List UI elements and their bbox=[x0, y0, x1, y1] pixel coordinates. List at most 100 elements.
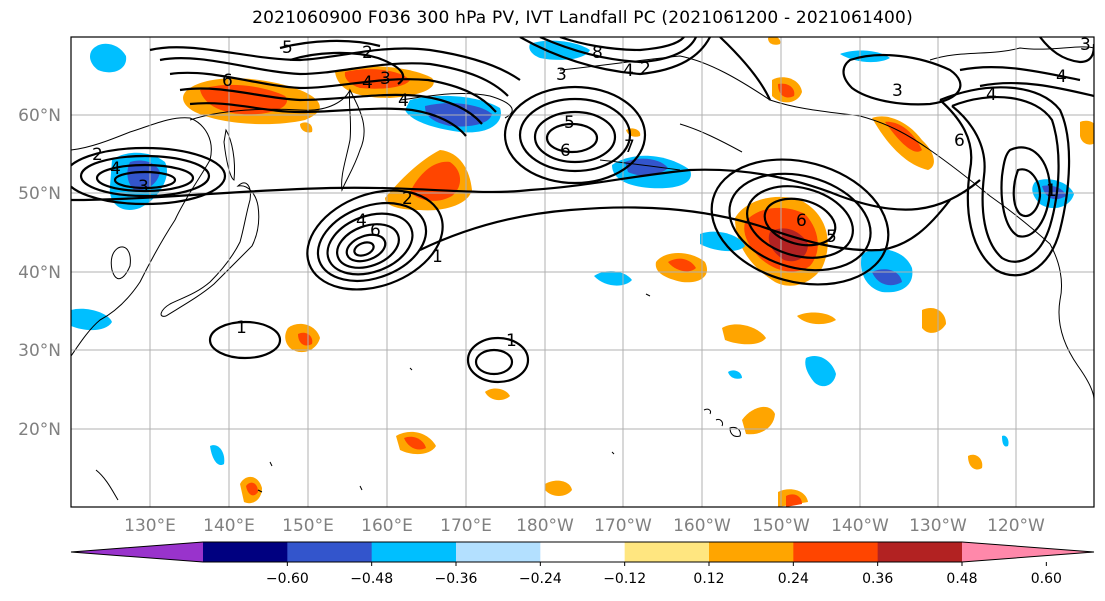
pv-contour bbox=[539, 37, 697, 64]
pv-contour bbox=[149, 46, 521, 81]
contour-label: 4 bbox=[356, 211, 367, 231]
pv-contour bbox=[763, 197, 837, 247]
colorbar-ticks: −0.60 −0.48 −0.36 −0.24 −0.12 0.12 0.24 0.36 0.4… bbox=[266, 562, 1062, 587]
colorbar-segment bbox=[371, 542, 457, 562]
pacific-islands bbox=[95, 293, 651, 501]
pv-contour bbox=[95, 163, 195, 193]
positive-anomaly-core bbox=[200, 84, 287, 115]
contour-label: 7 bbox=[624, 137, 635, 157]
contour-label: 4 bbox=[398, 91, 409, 111]
colorbar-outline bbox=[70, 541, 1095, 563]
alaska-coastline bbox=[559, 55, 1094, 401]
positive-anomaly-core bbox=[786, 494, 802, 507]
pv-contour bbox=[79, 154, 211, 198]
colorbar-segment bbox=[793, 542, 879, 562]
colorbar-tick-label: 0.24 bbox=[778, 571, 809, 587]
pv-contour bbox=[519, 37, 711, 76]
lon-label: 140°W bbox=[831, 516, 889, 536]
contour-label: 4 bbox=[623, 61, 634, 81]
lat-label: 50°N bbox=[18, 184, 61, 204]
aleutian-coastline bbox=[599, 123, 743, 171]
pv-contour bbox=[545, 122, 599, 154]
contour-label: 6 bbox=[370, 221, 381, 241]
positive-anomaly bbox=[722, 324, 766, 345]
pv-contours bbox=[71, 37, 1094, 384]
negative-anomaly-core bbox=[127, 160, 160, 191]
negative-anomaly bbox=[90, 43, 127, 73]
pv-contour bbox=[842, 53, 962, 106]
negative-anomaly bbox=[728, 370, 742, 379]
colorbar-segment bbox=[877, 542, 963, 562]
positive-anomaly bbox=[545, 480, 572, 496]
contour-label: 2 bbox=[640, 59, 651, 79]
contour-label: 2 bbox=[92, 145, 103, 165]
lat-label: 30°N bbox=[18, 341, 61, 361]
pv-contour bbox=[159, 57, 509, 97]
colorbar-segment bbox=[456, 542, 541, 562]
lon-label: 130°W bbox=[909, 516, 967, 536]
lon-label: 120°W bbox=[987, 516, 1045, 536]
contour-label: 4 bbox=[110, 159, 121, 179]
pv-contour bbox=[533, 110, 617, 164]
contour-label: 2 bbox=[402, 189, 413, 209]
pv-contour bbox=[959, 65, 1094, 98]
negative-anomaly bbox=[1002, 435, 1009, 447]
pv-contour bbox=[316, 202, 428, 282]
contour-label: 6 bbox=[222, 71, 233, 91]
contour-label: 4 bbox=[362, 73, 373, 93]
positive-anomaly-core bbox=[885, 121, 922, 152]
colorbar-extend-max bbox=[962, 542, 1094, 562]
negative-anomaly bbox=[210, 445, 225, 466]
contour-label: 5 bbox=[282, 38, 293, 58]
colorbar-extend-min bbox=[71, 542, 203, 562]
contour-label: 4 bbox=[986, 85, 997, 105]
contour-label: 3 bbox=[892, 81, 903, 101]
positive-anomaly bbox=[922, 307, 946, 333]
pv-contour-labels: 5 2 6 4 3 8 4 3 5 6 7 2 4 3 2 4 6 1 1 1 … bbox=[92, 35, 1091, 351]
pv-contour bbox=[306, 189, 444, 291]
positive-anomaly bbox=[485, 388, 510, 401]
colorbar-tick-label: −0.36 bbox=[435, 571, 478, 587]
pv-contour bbox=[1000, 146, 1052, 238]
pv-contour bbox=[719, 37, 772, 101]
contour-label: 1 bbox=[1046, 181, 1057, 201]
colorbar-tick-label: 0.60 bbox=[1031, 571, 1062, 587]
contour-label: 3 bbox=[1080, 35, 1091, 55]
contour-label: 5 bbox=[564, 113, 575, 133]
positive-anomaly bbox=[768, 37, 781, 45]
sakhalin-coastline bbox=[223, 128, 235, 181]
pv-contour bbox=[289, 51, 405, 85]
pv-contour bbox=[279, 39, 381, 50]
pv-contour bbox=[728, 172, 872, 272]
negative-anomaly-core bbox=[1042, 185, 1066, 200]
positive-anomaly-core bbox=[246, 482, 258, 496]
positive-anomaly-core bbox=[668, 258, 696, 272]
positive-anomaly bbox=[797, 312, 836, 325]
lon-label: 140°E bbox=[203, 516, 255, 536]
colorbar-segment bbox=[709, 542, 794, 562]
negative-anomaly-core bbox=[872, 269, 902, 286]
okhotsk-coastline bbox=[189, 89, 351, 121]
colorbar-tick-label: −0.60 bbox=[266, 571, 309, 587]
contour-label: 5 bbox=[826, 227, 837, 247]
pv-contour bbox=[466, 336, 530, 384]
lat-label: 20°N bbox=[18, 420, 61, 440]
colorbar-segment bbox=[203, 542, 288, 562]
lon-label: 170°W bbox=[594, 516, 652, 536]
contour-label: 1 bbox=[506, 331, 517, 351]
colorbar-tick-label: −0.12 bbox=[603, 571, 646, 587]
negative-anomaly bbox=[805, 355, 836, 387]
korea-coastline bbox=[110, 246, 131, 280]
pv-contour bbox=[179, 87, 483, 125]
positive-anomaly-core bbox=[344, 69, 410, 89]
lon-label: 160°W bbox=[673, 516, 731, 536]
pv-contour bbox=[710, 158, 890, 286]
positive-anomaly bbox=[968, 454, 983, 470]
pv-contour bbox=[503, 85, 647, 185]
contour-label: 3 bbox=[556, 65, 567, 85]
pv-contour bbox=[559, 37, 685, 52]
negative-anomaly bbox=[71, 308, 112, 331]
colorbar-tick-label: 0.36 bbox=[862, 571, 893, 587]
pv-contour bbox=[189, 102, 467, 137]
